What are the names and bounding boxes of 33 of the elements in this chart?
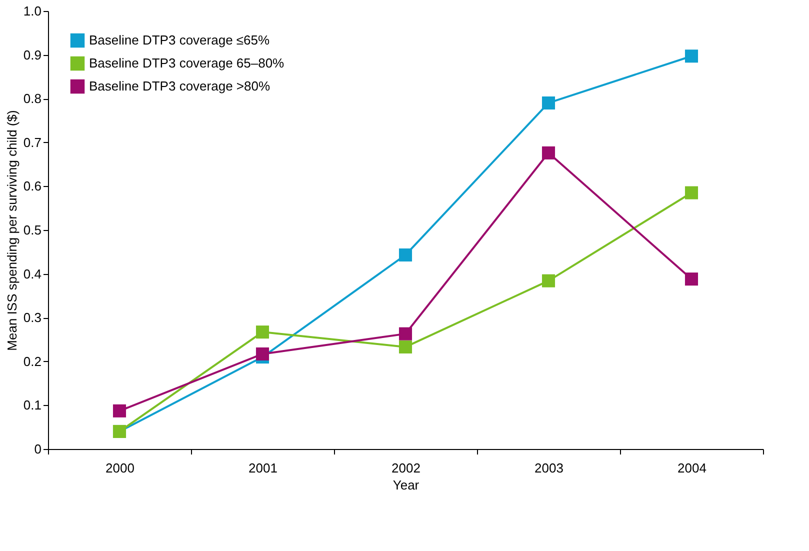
y-tick-label: 0.3 (23, 310, 42, 326)
y-tick-label: 0.7 (23, 134, 42, 150)
point (542, 96, 556, 110)
point (542, 274, 556, 288)
y-tick-label: 0 (34, 442, 42, 456)
point (398, 340, 412, 354)
y-tick-label: 0.2 (23, 354, 42, 369)
legend-label: Baseline DTP3 coverage ≤65% (89, 32, 270, 48)
point (684, 50, 698, 63)
legend-label: Baseline DTP3 coverage >80% (89, 78, 270, 94)
point (684, 186, 698, 200)
y-tick-label: 0.5 (23, 222, 42, 238)
y-tick-label: 0.9 (23, 47, 42, 62)
y-tick-label: 0.1 (23, 398, 42, 413)
y-tick-label: 0.4 (23, 266, 42, 282)
point (398, 248, 412, 262)
x-tick-label: 2002 (392, 460, 420, 476)
y-axis-title: Mean ISS spending per surviving child ($) (4, 110, 20, 351)
point (684, 272, 698, 286)
x-axis-title: Year (392, 478, 420, 492)
legend-label: Baseline DTP3 coverage 65–80% (89, 56, 285, 70)
point (256, 347, 270, 360)
x-tick-label: 2001 (248, 460, 278, 476)
y-tick-label: 1.0 (23, 4, 42, 18)
point (112, 404, 126, 418)
x-tick-label: 2004 (678, 460, 706, 476)
point (398, 327, 412, 340)
y-tick-label: 0.6 (23, 178, 42, 194)
y-tick-label: 0.8 (23, 91, 42, 106)
point (542, 146, 556, 160)
x-tick-label: 2000 (106, 460, 134, 476)
point (256, 326, 270, 339)
x-tick-label: 2003 (534, 460, 564, 476)
